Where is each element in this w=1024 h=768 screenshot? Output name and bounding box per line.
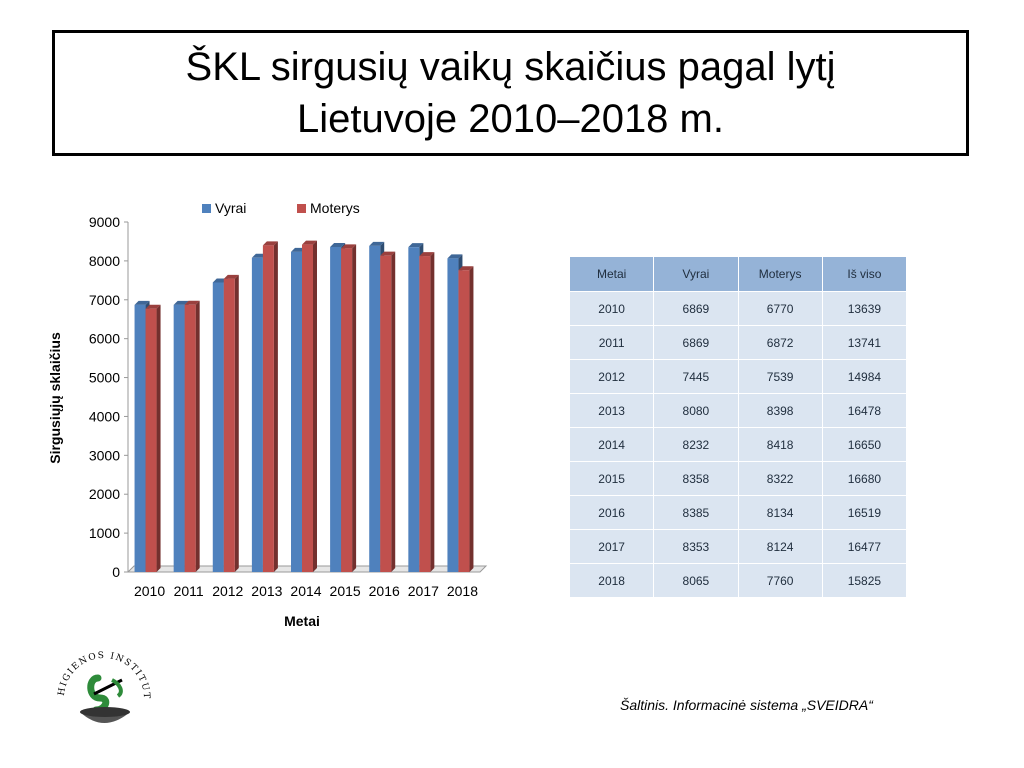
table-cell: 7539 xyxy=(737,359,823,394)
table-cell: 15825 xyxy=(821,563,908,598)
table-cell: 16650 xyxy=(821,427,908,462)
table-cell: 8418 xyxy=(737,427,823,462)
y-tick-label: 2000 xyxy=(89,486,120,502)
table-cell: 16477 xyxy=(821,529,908,564)
table-header-cell: Vyrai xyxy=(653,256,739,292)
y-tick-label: 9000 xyxy=(89,214,120,230)
table-cell: 14984 xyxy=(821,359,908,394)
x-tick-label: 2010 xyxy=(134,583,165,599)
table-row: 2012 7445 7539 14984 xyxy=(568,359,908,394)
table-row: 2011 6869 6872 13741 xyxy=(568,325,908,360)
table-cell: 8232 xyxy=(653,427,739,462)
table-cell: 7445 xyxy=(653,359,739,394)
bar-moterys-2012 xyxy=(223,274,239,572)
bar-chart: 0 1000 2000 3000 4000 5000 6000 7000 8000 9000 20… xyxy=(47,200,488,629)
table-cell: 2016 xyxy=(568,495,655,530)
higienos-institutas-logo-icon: HIGIENOS INSTITUTAS xyxy=(50,636,150,723)
table-cell: 2012 xyxy=(568,359,655,394)
x-tick-label: 2018 xyxy=(447,583,478,599)
bar-moterys-2011 xyxy=(184,300,200,572)
y-tick-label: 5000 xyxy=(89,370,120,386)
table-cell: 2011 xyxy=(568,325,655,360)
x-tick-label: 2011 xyxy=(174,583,204,599)
table-cell: 8134 xyxy=(737,495,823,530)
table-cell: 2018 xyxy=(568,563,655,598)
x-tick-label: 2012 xyxy=(212,583,243,599)
table-cell: 16680 xyxy=(821,461,908,496)
y-tick-label: 1000 xyxy=(89,525,120,541)
table-cell: 6770 xyxy=(737,291,823,326)
legend-item-vyrai: Vyrai xyxy=(202,200,246,216)
bar-moterys-2018 xyxy=(458,266,474,572)
legend-label: Moterys xyxy=(310,200,360,216)
table-header-cell: Moterys xyxy=(737,256,823,292)
table-body: 2010 6869 6770 13639 2011 6869 6872 13741 2012 74… xyxy=(568,291,908,598)
y-tick-label: 8000 xyxy=(89,253,120,269)
bar-moterys-2017 xyxy=(419,252,435,573)
bar-moterys-2013 xyxy=(262,241,278,572)
page-title: ŠKL sirgusių vaikų skaičius pagal lytį L… xyxy=(185,45,836,141)
table-cell: 2015 xyxy=(568,461,655,496)
table-cell: 8353 xyxy=(653,529,739,564)
table-cell: 6869 xyxy=(653,291,739,326)
table-cell: 8358 xyxy=(653,461,739,496)
y-tick-label: 4000 xyxy=(89,408,120,424)
y-axis-ticks: 0 1000 2000 3000 4000 5000 6000 7000 8000 9000 xyxy=(89,214,128,580)
x-axis-label: Metai xyxy=(284,613,320,629)
y-tick-label: 3000 xyxy=(89,447,120,463)
table-cell: 8124 xyxy=(737,529,823,564)
table-row: 2018 8065 7760 15825 xyxy=(568,563,908,598)
legend-swatch xyxy=(202,204,211,213)
bar-moterys-2010 xyxy=(145,304,161,572)
table-cell: 6869 xyxy=(653,325,739,360)
table-cell: 8322 xyxy=(737,461,823,496)
table-cell: 7760 xyxy=(737,563,823,598)
x-tick-label: 2013 xyxy=(251,583,282,599)
x-tick-label: 2017 xyxy=(408,583,439,599)
bar-moterys-2015 xyxy=(341,244,357,572)
y-tick-label: 0 xyxy=(112,564,120,580)
source-note: Šaltinis. Informacinė sistema „SVEIDRA“ xyxy=(620,697,873,713)
y-axis-label: Sirgusiųjų sklaičius xyxy=(47,332,63,464)
data-table: Metai Vyrai Moterys Iš viso 2010 6869 6770 136… xyxy=(568,256,908,598)
table-cell: 2010 xyxy=(568,291,655,326)
x-tick-label: 2015 xyxy=(330,583,361,599)
table-cell: 6872 xyxy=(737,325,823,360)
table-cell: 8398 xyxy=(737,393,823,428)
table-row: 2016 8385 8134 16519 xyxy=(568,495,908,530)
chart-bars xyxy=(134,240,474,573)
table-cell: 8385 xyxy=(653,495,739,530)
x-tick-label: 2016 xyxy=(369,583,400,599)
bar-moterys-2016 xyxy=(380,251,396,572)
table-cell: 2013 xyxy=(568,393,655,428)
table-cell: 13741 xyxy=(821,325,908,360)
legend-swatch xyxy=(297,204,306,213)
table-header-cell: Metai xyxy=(568,256,655,292)
y-tick-label: 6000 xyxy=(89,331,120,347)
chart-legend: Vyrai Moterys xyxy=(202,200,360,216)
table-cell: 2017 xyxy=(568,529,655,564)
table-row: 2017 8353 8124 16477 xyxy=(568,529,908,564)
table-cell: 2014 xyxy=(568,427,655,462)
x-tick-label: 2014 xyxy=(290,583,321,599)
table-cell: 13639 xyxy=(821,291,908,326)
legend-item-moterys: Moterys xyxy=(297,200,360,216)
y-tick-label: 7000 xyxy=(89,292,120,308)
x-axis-ticks: 2010 2011 2012 2013 2014 2015 2016 2017 2018 xyxy=(134,583,478,599)
table-row: 2010 6869 6770 13639 xyxy=(568,291,908,326)
table-row: 2013 8080 8398 16478 xyxy=(568,393,908,428)
legend-label: Vyrai xyxy=(215,200,246,216)
table-row: 2015 8358 8322 16680 xyxy=(568,461,908,496)
title-box: ŠKL sirgusių vaikų skaičius pagal lytį L… xyxy=(52,30,969,156)
bar-moterys-2014 xyxy=(302,240,317,572)
table-cell: 16478 xyxy=(821,393,908,428)
table-cell: 16519 xyxy=(821,495,908,530)
table-header-cell: Iš viso xyxy=(821,256,908,292)
table-header-row: Metai Vyrai Moterys Iš viso xyxy=(568,256,908,292)
table-row: 2014 8232 8418 16650 xyxy=(568,427,908,462)
table-cell: 8065 xyxy=(653,563,739,598)
table-cell: 8080 xyxy=(653,393,739,428)
